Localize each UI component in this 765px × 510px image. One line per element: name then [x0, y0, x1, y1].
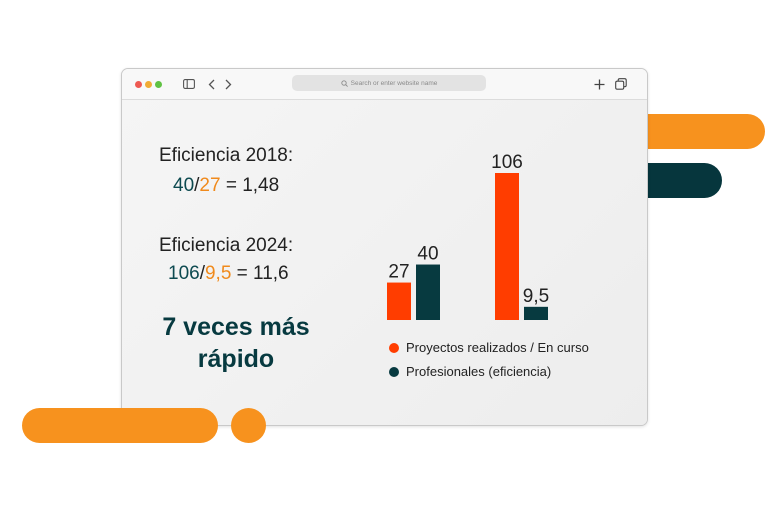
headline-line-1: 7 veces más — [162, 313, 310, 341]
bar-label-2024-proyectos: 106 — [491, 152, 523, 173]
minimize-window-button[interactable] — [145, 81, 152, 88]
close-window-button[interactable] — [135, 81, 142, 88]
orange-dot-decoration — [231, 408, 266, 443]
browser-toolbar: Search or enter website name — [122, 69, 647, 100]
legend-label-profesionales: Profesionales (eficiencia) — [406, 364, 552, 379]
efficiency-2018-formula: 40/27 = 1,48 — [173, 175, 279, 197]
eff-2018-result: = 1,48 — [220, 175, 280, 196]
bar-2018-profesionales — [416, 264, 440, 320]
maximize-window-button[interactable] — [155, 81, 162, 88]
eff-2018-numerator: 40 — [173, 175, 195, 196]
new-tab-plus-icon[interactable] — [592, 76, 606, 92]
efficiency-2024-title: Eficiencia 2024: — [159, 235, 294, 256]
slide-content: Eficiencia 2018: 40/27 = 1,48 Eficiencia… — [122, 100, 647, 425]
forward-arrow-icon[interactable] — [223, 76, 233, 92]
bar-label-2018-proyectos: 27 — [388, 262, 409, 283]
address-bar[interactable]: Search or enter website name — [292, 75, 486, 91]
address-placeholder: Search or enter website name — [350, 79, 438, 87]
bar-2024-profesionales — [524, 306, 548, 320]
back-arrow-icon[interactable] — [206, 76, 216, 92]
legend-item-profesionales: Profesionales (eficiencia) — [389, 364, 551, 379]
bar-chart: 27 40 106 9,5 — [387, 152, 549, 320]
eff-2024-numerator: 106 — [168, 263, 200, 284]
efficiency-2024-formula: 106/9,5 = 11,6 — [168, 263, 289, 285]
bar-2024-proyectos — [495, 173, 519, 320]
eff-2024-denominator: 9,5 — [204, 263, 232, 284]
tabs-overview-icon[interactable] — [614, 76, 628, 92]
bar-2018-proyectos — [387, 282, 411, 320]
bar-label-2018-profesionales: 40 — [417, 244, 438, 265]
sidebar-icon[interactable] — [182, 76, 196, 92]
browser-window: Search or enter website name Eficiencia … — [121, 68, 648, 426]
legend-label-proyectos: Proyectos realizados / En curso — [406, 340, 589, 355]
orange-pill-bottom-decoration — [22, 408, 218, 443]
eff-2024-separator: / — [199, 263, 205, 284]
eff-2024-result: = 11,6 — [231, 263, 289, 284]
legend-swatch-red — [389, 342, 399, 353]
headline-line-2: rápido — [197, 345, 275, 373]
legend-swatch-navy — [389, 366, 399, 377]
bar-label-2024-profesionales: 9,5 — [523, 286, 549, 307]
eff-2018-separator: / — [194, 175, 200, 196]
legend-item-proyectos: Proyectos realizados / En curso — [389, 340, 589, 355]
efficiency-2018-title: Eficiencia 2018: — [159, 145, 294, 166]
search-icon — [340, 79, 348, 87]
eff-2018-denominator: 27 — [199, 175, 221, 196]
